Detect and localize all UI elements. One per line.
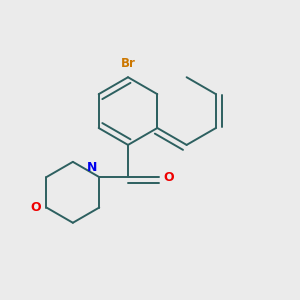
Text: O: O: [163, 171, 174, 184]
Text: O: O: [31, 201, 41, 214]
Text: N: N: [87, 161, 97, 174]
Text: Br: Br: [121, 57, 135, 70]
